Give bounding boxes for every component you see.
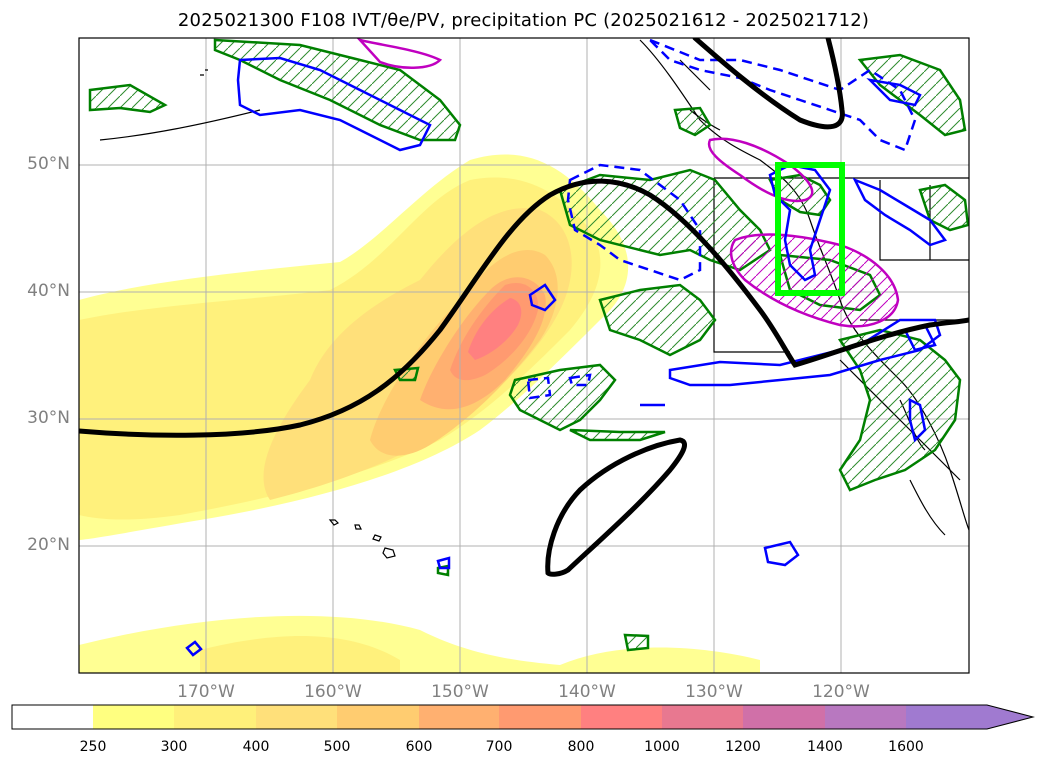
magenta-contours: [356, 38, 900, 328]
colorbar-tick-250: 250: [79, 739, 107, 755]
lon-label-160w: 160°W: [304, 682, 362, 702]
lon-label-170w: 170°W: [177, 682, 235, 702]
lat-label-20n: 20°N: [27, 535, 70, 555]
colorbar: [11, 704, 1035, 730]
pv-loop-south: [545, 437, 687, 577]
ivt-800: [468, 298, 522, 360]
colorbar-tick-400: 400: [242, 739, 270, 755]
lat-label-40n: 40°N: [27, 281, 70, 301]
pv-north: [692, 38, 845, 130]
colorbar-tick-1200: 1200: [725, 739, 761, 755]
colorbar-tick-800: 800: [567, 739, 595, 755]
lon-label-120w: 120°W: [812, 682, 870, 702]
pv-main-contour: [79, 178, 969, 438]
lon-label-130w: 130°W: [685, 682, 743, 702]
colorbar-tick-1400: 1400: [807, 739, 843, 755]
page-title: 2025021300 F108 IVT/θe/PV, precipitation…: [177, 10, 870, 31]
lat-label-30n: 30°N: [27, 408, 70, 428]
lat-label-50n: 50°N: [27, 154, 70, 174]
colorbar-tick-300: 300: [160, 739, 188, 755]
map-frame: [78, 37, 970, 674]
colorbar-tick-1000: 1000: [644, 739, 680, 755]
colorbar-tick-700: 700: [485, 739, 513, 755]
region-highlight-box: [775, 162, 845, 296]
colorbar-tick-600: 600: [405, 739, 433, 755]
lon-label-150w: 150°W: [431, 682, 489, 702]
colorbar-tick-1600: 1600: [888, 739, 924, 755]
blue-solid-contours: [185, 56, 948, 657]
colorbar-tick-500: 500: [323, 739, 351, 755]
pv-contours: [79, 38, 969, 577]
green-hatched-contours: [88, 38, 969, 652]
lon-label-140w: 140°W: [558, 682, 616, 702]
